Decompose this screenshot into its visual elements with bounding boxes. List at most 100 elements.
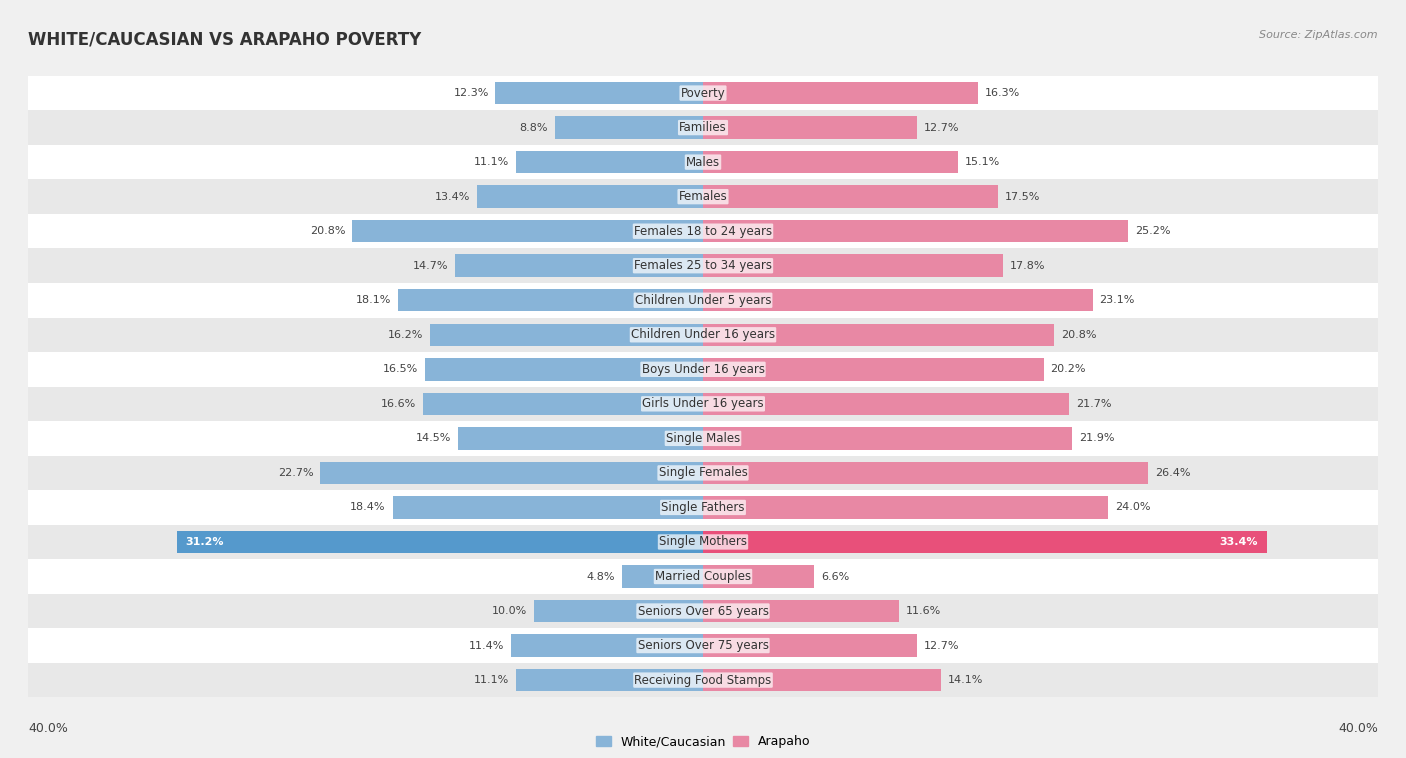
Bar [703,669,941,691]
Bar [516,669,703,691]
Text: 12.7%: 12.7% [924,641,959,650]
Bar [28,180,1378,214]
Text: 18.1%: 18.1% [356,296,391,305]
Text: Females: Females [679,190,727,203]
Text: 20.8%: 20.8% [309,226,346,236]
Bar [554,117,703,139]
Bar [28,352,1378,387]
Bar [398,289,703,312]
Bar [703,324,1054,346]
Bar [430,324,703,346]
Bar [28,559,1378,594]
Text: 21.7%: 21.7% [1076,399,1111,409]
Text: 10.0%: 10.0% [492,606,527,616]
Text: 33.4%: 33.4% [1219,537,1258,547]
Bar [510,634,703,656]
Text: 14.7%: 14.7% [413,261,449,271]
Text: Females 18 to 24 years: Females 18 to 24 years [634,224,772,238]
Bar [703,428,1073,449]
Text: Families: Families [679,121,727,134]
Text: 11.1%: 11.1% [474,675,509,685]
Bar [28,283,1378,318]
Text: Females 25 to 34 years: Females 25 to 34 years [634,259,772,272]
Bar [425,358,703,381]
Bar [703,117,917,139]
Bar [28,111,1378,145]
Text: Children Under 16 years: Children Under 16 years [631,328,775,341]
Bar [28,628,1378,662]
Bar [28,490,1378,525]
Bar [28,594,1378,628]
Text: 18.4%: 18.4% [350,503,385,512]
Bar [703,289,1092,312]
Text: 16.6%: 16.6% [381,399,416,409]
Text: Poverty: Poverty [681,86,725,99]
Text: 21.9%: 21.9% [1080,434,1115,443]
Text: Boys Under 16 years: Boys Under 16 years [641,363,765,376]
Bar [28,387,1378,421]
Text: Single Males: Single Males [666,432,740,445]
Text: 22.7%: 22.7% [277,468,314,478]
Bar [28,76,1378,111]
Bar [458,428,703,449]
Text: Males: Males [686,155,720,168]
Bar [703,531,1267,553]
Text: Seniors Over 65 years: Seniors Over 65 years [637,605,769,618]
Bar [495,82,703,105]
Text: 13.4%: 13.4% [434,192,470,202]
Bar [28,421,1378,456]
Text: 11.4%: 11.4% [468,641,503,650]
Text: 16.3%: 16.3% [984,88,1019,98]
Bar [703,358,1043,381]
Text: Receiving Food Stamps: Receiving Food Stamps [634,674,772,687]
Text: Married Couples: Married Couples [655,570,751,583]
Text: Single Fathers: Single Fathers [661,501,745,514]
Text: Children Under 5 years: Children Under 5 years [634,294,772,307]
Text: Seniors Over 75 years: Seniors Over 75 years [637,639,769,652]
Text: 24.0%: 24.0% [1115,503,1150,512]
Text: 11.1%: 11.1% [474,157,509,167]
Text: 26.4%: 26.4% [1156,468,1191,478]
Text: 8.8%: 8.8% [519,123,548,133]
Bar [321,462,703,484]
Text: Girls Under 16 years: Girls Under 16 years [643,397,763,410]
Bar [703,186,998,208]
Bar [28,249,1378,283]
Text: 40.0%: 40.0% [1339,722,1378,735]
Text: WHITE/CAUCASIAN VS ARAPAHO POVERTY: WHITE/CAUCASIAN VS ARAPAHO POVERTY [28,30,422,49]
Text: 14.1%: 14.1% [948,675,983,685]
Text: 40.0%: 40.0% [28,722,67,735]
Text: 23.1%: 23.1% [1099,296,1135,305]
Bar [703,634,917,656]
Bar [703,82,979,105]
Text: 11.6%: 11.6% [905,606,941,616]
Text: 4.8%: 4.8% [586,572,616,581]
Text: 20.2%: 20.2% [1050,365,1085,374]
Bar [177,531,703,553]
Bar [703,151,957,174]
Text: 15.1%: 15.1% [965,157,1000,167]
Bar [423,393,703,415]
Text: 16.2%: 16.2% [388,330,423,340]
Bar [28,662,1378,697]
Text: 17.5%: 17.5% [1005,192,1040,202]
Bar [703,255,1004,277]
Text: 16.5%: 16.5% [382,365,418,374]
Text: 14.5%: 14.5% [416,434,451,443]
Bar [28,525,1378,559]
Bar [456,255,703,277]
Text: 20.8%: 20.8% [1060,330,1097,340]
Text: Source: ZipAtlas.com: Source: ZipAtlas.com [1260,30,1378,40]
Bar [477,186,703,208]
Legend: White/Caucasian, Arapaho: White/Caucasian, Arapaho [591,730,815,753]
Text: 12.7%: 12.7% [924,123,959,133]
Text: Single Females: Single Females [658,466,748,479]
Bar [703,565,814,587]
Bar [392,496,703,518]
Bar [621,565,703,587]
Text: 25.2%: 25.2% [1135,226,1170,236]
Bar [703,600,898,622]
Bar [28,456,1378,490]
Bar [516,151,703,174]
Bar [703,496,1108,518]
